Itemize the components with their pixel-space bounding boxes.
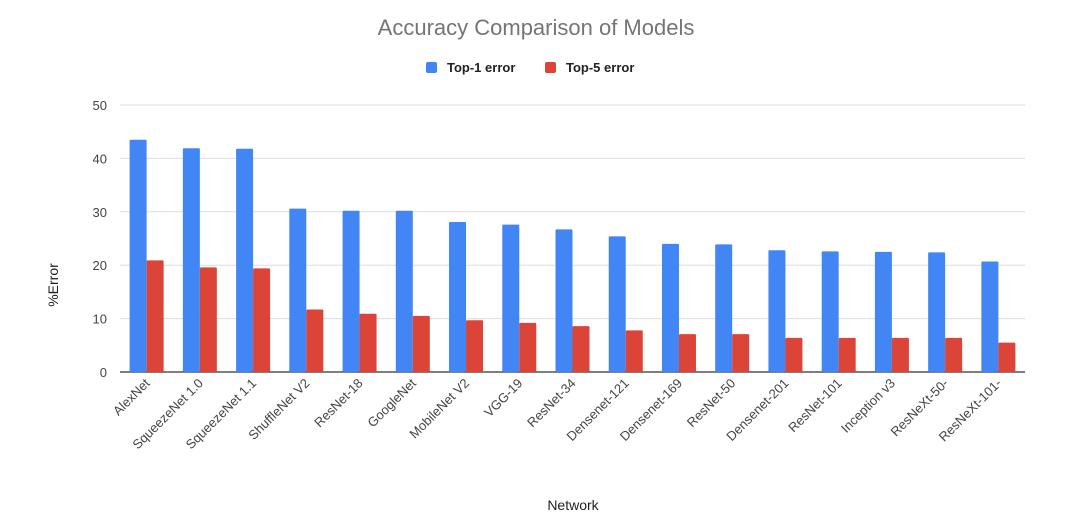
bar-top1-error — [449, 221, 467, 372]
legend-label-top5: Top-5 error — [566, 60, 634, 75]
y-tick-label: 40 — [93, 151, 107, 166]
x-tick-label: ResNet-18 — [311, 376, 366, 431]
bar-top1-error — [395, 210, 413, 372]
y-tick-label: 20 — [93, 258, 107, 273]
bar-top5-error — [306, 309, 324, 372]
x-tick-label: ResNet-50 — [684, 376, 739, 431]
bar-top1-error — [342, 210, 360, 372]
y-axis-label: %Error — [45, 263, 61, 307]
bar-top5-error — [146, 260, 164, 372]
x-tick-label: ResNet-34 — [524, 376, 579, 431]
bar-top5-error — [519, 322, 537, 372]
bar-top5-error — [466, 320, 484, 372]
bar-top5-error — [625, 330, 643, 372]
legend-label-top1: Top-1 error — [447, 60, 515, 75]
bar-top1-error — [608, 236, 626, 372]
bar-top5-error — [998, 342, 1016, 372]
bar-top1-error — [502, 224, 520, 372]
chart-title: Accuracy Comparison of Models — [378, 15, 695, 40]
y-tick-label: 30 — [93, 205, 107, 220]
y-tick-label: 50 — [93, 98, 107, 113]
x-tick-label: ResNet-101 — [785, 376, 845, 436]
bar-top5-error — [199, 267, 217, 372]
bar-top5-error — [572, 326, 590, 372]
bar-top5-error — [412, 315, 430, 372]
bar-top1-error — [821, 251, 839, 372]
bar-top1-error — [555, 229, 573, 372]
bar-top5-error — [678, 334, 696, 372]
bar-top5-error — [253, 268, 271, 372]
bar-top1-error — [129, 139, 147, 372]
bar-top5-error — [785, 337, 803, 372]
bar-top1-error — [981, 261, 999, 372]
x-tick-label: GoogleNet — [364, 375, 419, 430]
bar-top1-error — [236, 148, 254, 372]
legend-swatch-top1 — [426, 62, 437, 73]
bar-top1-error — [715, 244, 733, 372]
legend-swatch-top5 — [545, 62, 556, 73]
legend: Top-1 error Top-5 error — [426, 60, 634, 75]
y-tick-label: 0 — [100, 365, 107, 380]
x-axis-label: Network — [547, 497, 599, 513]
y-axis-ticks: 0 10 20 30 40 50 — [93, 98, 107, 380]
bars — [129, 139, 1016, 372]
x-tick-label: AlexNet — [110, 375, 153, 418]
bar-top1-error — [182, 148, 200, 372]
y-tick-label: 10 — [93, 312, 107, 327]
bar-top5-error — [891, 337, 909, 372]
bar-top1-error — [874, 251, 892, 372]
x-tick-label: VGG-19 — [481, 376, 525, 420]
bar-top5-error — [945, 337, 963, 372]
bar-top1-error — [289, 208, 307, 372]
bar-top1-error — [661, 243, 679, 372]
bar-top5-error — [359, 313, 377, 372]
bar-top1-error — [768, 250, 786, 372]
bar-top5-error — [732, 334, 750, 372]
bar-top5-error — [838, 337, 856, 372]
bar-top1-error — [928, 252, 946, 372]
